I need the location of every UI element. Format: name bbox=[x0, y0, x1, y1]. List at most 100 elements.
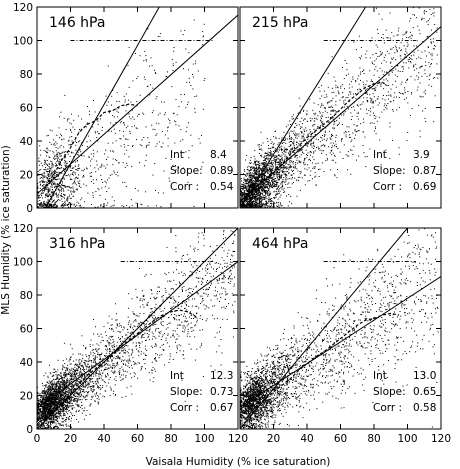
scatter-point bbox=[202, 318, 203, 320]
scatter-point bbox=[301, 132, 303, 134]
scatter-point bbox=[298, 135, 300, 137]
scatter-point bbox=[49, 193, 51, 195]
scatter-point bbox=[274, 149, 276, 151]
scatter-point bbox=[164, 112, 166, 114]
scatter-point bbox=[74, 129, 76, 131]
scatter-point bbox=[275, 180, 277, 182]
scatter-point bbox=[286, 195, 287, 197]
scatter-point bbox=[304, 174, 306, 176]
scatter-point bbox=[274, 169, 276, 171]
scatter-point bbox=[128, 355, 130, 357]
scatter-point bbox=[44, 202, 46, 204]
scatter-point bbox=[307, 164, 309, 166]
scatter-point bbox=[189, 81, 190, 83]
scatter-point bbox=[130, 332, 132, 334]
scatter-point bbox=[370, 111, 372, 113]
scatter-point bbox=[79, 129, 80, 130]
scatter-point bbox=[288, 152, 290, 154]
scatter-point bbox=[145, 59, 147, 61]
scatter-point bbox=[73, 182, 75, 184]
scatter-point bbox=[277, 178, 279, 180]
scatter-point bbox=[275, 155, 277, 157]
scatter-point bbox=[288, 173, 290, 175]
scatter-point bbox=[243, 177, 245, 179]
scatter-point bbox=[267, 182, 269, 184]
scatter-point bbox=[372, 81, 374, 82]
scatter-point bbox=[85, 391, 87, 393]
scatter-point bbox=[201, 232, 203, 234]
scatter-point bbox=[286, 167, 288, 169]
scatter-point bbox=[47, 204, 49, 206]
scatter-point bbox=[289, 150, 291, 152]
scatter-point bbox=[285, 148, 287, 150]
scatter-point bbox=[132, 357, 134, 359]
scatter-point bbox=[131, 166, 133, 167]
scatter-point bbox=[56, 399, 58, 401]
scatter-point bbox=[98, 133, 100, 135]
scatter-point bbox=[49, 168, 51, 170]
scatter-point bbox=[256, 183, 258, 185]
scatter-point bbox=[267, 169, 268, 170]
scatter-point bbox=[39, 426, 41, 428]
scatter-point bbox=[100, 174, 102, 176]
scatter-point bbox=[244, 179, 245, 181]
scatter-point bbox=[53, 175, 55, 177]
stat-label: Slope: bbox=[170, 165, 203, 177]
scatter-point bbox=[114, 172, 116, 174]
scatter-point bbox=[289, 186, 291, 188]
scatter-point bbox=[121, 205, 123, 207]
scatter-point bbox=[256, 160, 258, 162]
scatter-point bbox=[110, 122, 112, 124]
scatter-point bbox=[253, 170, 255, 172]
scatter-point bbox=[95, 171, 97, 173]
scatter-point bbox=[281, 188, 283, 190]
scatter-point bbox=[286, 174, 287, 176]
scatter-point bbox=[44, 162, 46, 164]
scatter-point bbox=[255, 174, 257, 175]
scatter-point bbox=[386, 72, 388, 74]
scatter-point bbox=[280, 160, 282, 162]
scatter-point bbox=[190, 288, 192, 290]
scatter-point bbox=[39, 164, 41, 166]
scatter-point bbox=[354, 138, 356, 139]
scatter-point bbox=[416, 68, 418, 70]
scatter-point bbox=[301, 123, 303, 125]
scatter-point bbox=[54, 186, 56, 188]
scatter-point bbox=[267, 185, 269, 187]
scatter-point bbox=[299, 156, 301, 158]
scatter-point bbox=[245, 159, 247, 161]
scatter-point bbox=[104, 186, 106, 188]
scatter-point bbox=[362, 145, 364, 146]
scatter-point bbox=[291, 203, 293, 205]
scatter-point bbox=[335, 111, 337, 113]
scatter-point bbox=[127, 345, 129, 347]
scatter-point bbox=[180, 101, 182, 103]
scatter-point bbox=[330, 110, 332, 112]
scatter-point bbox=[244, 190, 246, 192]
scatter-point bbox=[194, 359, 196, 361]
scatter-point bbox=[333, 120, 335, 122]
scatter-point bbox=[123, 206, 125, 208]
scatter-point bbox=[261, 169, 263, 171]
scatter-point bbox=[273, 150, 274, 152]
scatter-point bbox=[281, 158, 283, 160]
scatter-point bbox=[288, 172, 290, 174]
scatter-point bbox=[247, 189, 249, 191]
scatter-point bbox=[283, 177, 285, 179]
scatter-point bbox=[260, 173, 261, 175]
scatter-point bbox=[120, 138, 122, 140]
scatter-point bbox=[71, 203, 73, 205]
scatter-point bbox=[281, 183, 283, 185]
scatter-point bbox=[104, 396, 106, 398]
scatter-point bbox=[40, 408, 42, 409]
scatter-point bbox=[245, 199, 247, 201]
scatter-point bbox=[266, 205, 268, 207]
scatter-point bbox=[277, 174, 279, 176]
scatter-point bbox=[248, 186, 250, 188]
scatter-point bbox=[109, 110, 111, 112]
scatter-point bbox=[254, 199, 256, 201]
scatter-point bbox=[69, 144, 71, 146]
scatter-point bbox=[126, 360, 127, 362]
scatter-point bbox=[116, 110, 118, 112]
scatter-point bbox=[47, 171, 48, 173]
